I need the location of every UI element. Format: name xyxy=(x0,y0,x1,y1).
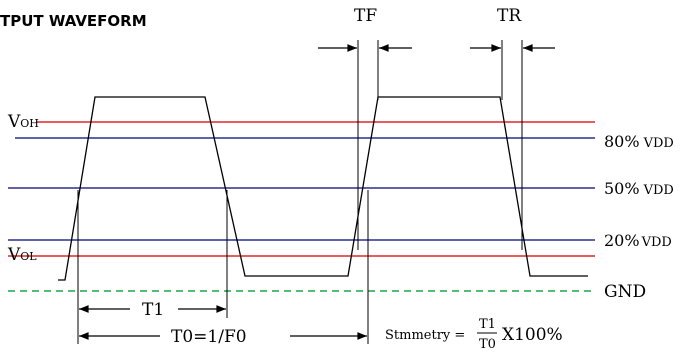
gnd-label: GND xyxy=(604,282,646,302)
t0-label: T0=1/F0 xyxy=(171,327,247,347)
output-waveform xyxy=(58,96,588,281)
vol-label: VOL xyxy=(7,245,37,265)
voh-label: VOH xyxy=(7,112,39,132)
tr-label: TR xyxy=(497,6,522,26)
tf-label: TF xyxy=(354,6,377,26)
t1-label: T1 xyxy=(142,300,164,320)
diagram-title: TPUT WAVEFORM xyxy=(0,12,147,30)
level-80-label: 80% VDD xyxy=(604,132,674,151)
symmetry-fraction-numerator: T1 xyxy=(479,317,496,332)
symmetry-prefix: Stmmetry = xyxy=(385,328,465,343)
symmetry-suffix: X100% xyxy=(502,325,563,345)
level-20-label: 20% VDD xyxy=(604,231,672,250)
symmetry-fraction-denominator: T0 xyxy=(479,337,496,352)
level-50-label: 50% VDD xyxy=(604,179,674,198)
